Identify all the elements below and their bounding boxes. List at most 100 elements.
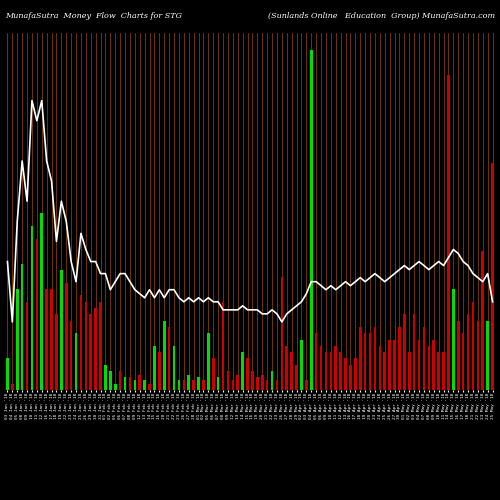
Bar [447,74,450,390]
Bar [432,340,435,390]
Bar [256,378,258,390]
Bar [16,289,18,390]
Bar [286,346,288,390]
Bar [144,380,146,390]
Bar [422,327,426,390]
Bar [482,252,484,390]
Bar [50,289,53,390]
Bar [251,371,254,390]
Bar [11,384,14,390]
Bar [109,371,112,390]
Bar [246,358,249,390]
Bar [192,380,195,390]
Bar [74,334,78,390]
Bar [124,378,126,390]
Bar [158,352,160,390]
Bar [364,334,366,390]
Bar [46,289,48,390]
Bar [486,320,489,390]
Bar [388,340,391,390]
Bar [172,346,176,390]
Bar [349,365,352,390]
Bar [472,302,474,390]
Bar [462,334,464,390]
Bar [104,365,107,390]
Bar [418,340,420,390]
Bar [178,380,180,390]
Bar [26,302,29,390]
Bar [476,320,479,390]
Bar [188,375,190,390]
Bar [305,380,308,390]
Bar [236,375,239,390]
Bar [212,358,214,390]
Bar [280,276,283,390]
Bar [55,314,58,390]
Bar [202,380,205,390]
Bar [368,334,372,390]
Bar [320,346,322,390]
Bar [70,320,72,390]
Bar [359,327,362,390]
Bar [182,380,185,390]
Bar [99,302,102,390]
Bar [330,352,332,390]
Bar [119,371,122,390]
Bar [393,340,396,390]
Bar [384,352,386,390]
Bar [30,226,34,390]
Bar [290,352,293,390]
Bar [438,352,440,390]
Bar [65,283,68,390]
Bar [374,327,376,390]
Bar [324,352,328,390]
Bar [428,346,430,390]
Bar [90,314,92,390]
Bar [217,378,220,390]
Bar [466,314,469,390]
Bar [276,380,278,390]
Bar [163,320,166,390]
Bar [300,340,303,390]
Bar [491,163,494,390]
Bar [334,346,337,390]
Bar [134,380,136,390]
Bar [80,296,82,390]
Bar [60,270,62,390]
Bar [266,380,268,390]
Text: MunafaSutra  Money  Flow  Charts for STG: MunafaSutra Money Flow Charts for STG [5,12,182,20]
Bar [226,371,230,390]
Bar [452,289,454,390]
Bar [36,238,38,390]
Bar [114,384,116,390]
Bar [344,358,347,390]
Bar [408,352,410,390]
Bar [40,214,43,390]
Bar [340,352,342,390]
Bar [295,365,298,390]
Bar [378,346,381,390]
Bar [138,375,141,390]
Bar [354,358,356,390]
Bar [6,358,9,390]
Bar [413,314,416,390]
Bar [84,302,87,390]
Text: (Sunlands Online   Education  Group) MunafaSutra.com: (Sunlands Online Education Group) Munafa… [268,12,495,20]
Bar [94,308,97,390]
Bar [315,334,318,390]
Bar [442,352,445,390]
Bar [457,320,460,390]
Bar [242,352,244,390]
Bar [148,384,151,390]
Bar [232,380,234,390]
Bar [270,371,274,390]
Bar [310,50,312,390]
Bar [261,375,264,390]
Bar [403,314,406,390]
Bar [207,334,210,390]
Bar [197,378,200,390]
Bar [398,327,401,390]
Bar [21,264,24,390]
Bar [153,346,156,390]
Bar [168,327,170,390]
